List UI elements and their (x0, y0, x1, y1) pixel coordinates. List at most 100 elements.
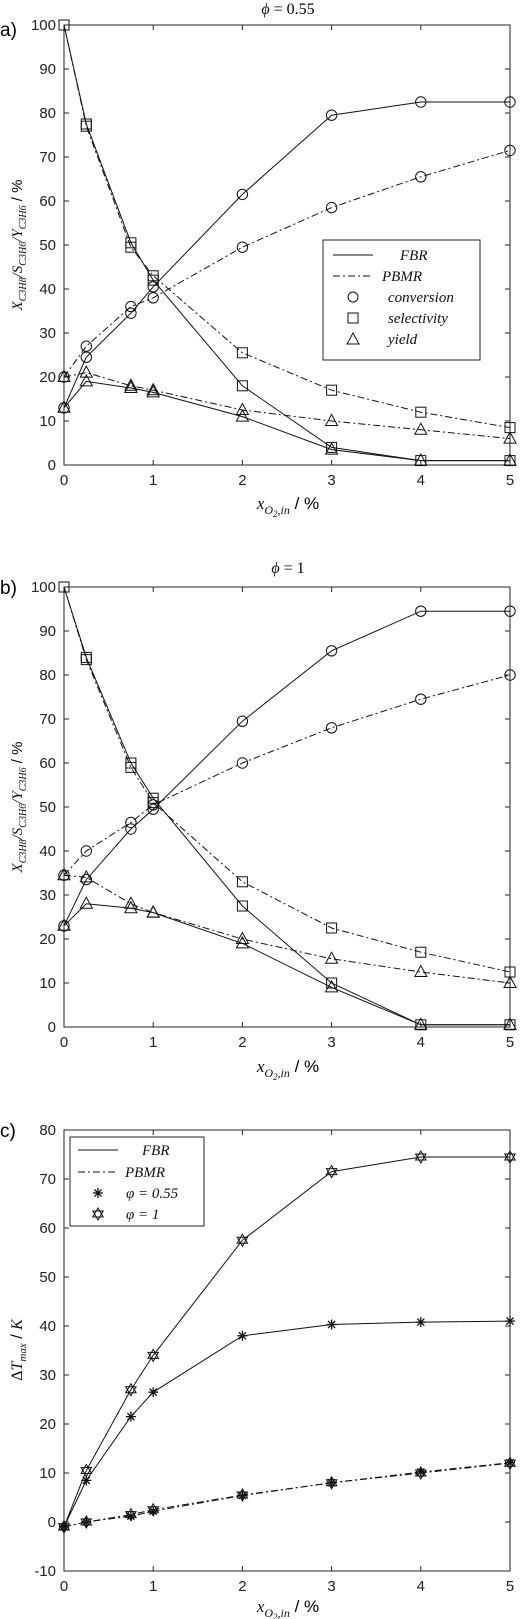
legend-square-marker (347, 312, 359, 324)
y-tick-label: -10 (34, 1563, 56, 1580)
panel-b: b) ϕ = 1 0 10 20 30 40 50 60 70 80 90 100 0 1 2 3 4 5 x… (0, 560, 517, 1082)
panel-b-series (57, 581, 517, 1031)
data-point-circle (325, 109, 338, 121)
data-point-square (236, 900, 248, 912)
data-point-triangle (79, 365, 94, 378)
series-line-pbmr-3 (63, 586, 511, 973)
data-point-triangle (324, 442, 339, 455)
data-point-triangle (146, 382, 161, 396)
data-point-triangle (235, 935, 250, 949)
panel-a-title: ϕ = 0.55 (261, 1, 314, 18)
legend-pbmr-label: PBMR (124, 1165, 165, 1181)
panel-c-legend: FBR PBMR φ = 0.55 φ = 1 (69, 1136, 205, 1227)
y-tick-label: 40 (39, 843, 56, 860)
data-point-square (80, 654, 92, 666)
legend-circle-marker (347, 291, 359, 303)
data-point-hexagram (124, 1507, 137, 1522)
data-point-triangle (324, 951, 339, 964)
y-tick-label: 50 (39, 237, 56, 254)
data-point-hexagram (147, 1348, 160, 1363)
x-tick-label: 1 (149, 1034, 157, 1051)
data-point-hexagram (80, 1515, 93, 1529)
data-point-circle (504, 669, 516, 681)
data-point-triangle (413, 453, 428, 466)
data-point-circle (80, 351, 93, 363)
data-point-circle (147, 799, 159, 811)
series-line-fbr-4 (63, 380, 510, 462)
y-tick-label: 80 (39, 1122, 56, 1139)
data-point-triangle (503, 453, 517, 466)
data-point-square (125, 761, 137, 773)
data-point-triangle (124, 380, 138, 393)
y-tick-label: 10 (39, 975, 56, 992)
data-point-circle (236, 241, 249, 253)
panel-b-title: ϕ = 1 (271, 560, 304, 577)
y-tick-label: 20 (39, 1416, 56, 1433)
y-tick-label: 40 (39, 281, 56, 298)
panel-a-label: a) (0, 20, 17, 41)
y-tick-label: 50 (39, 1269, 56, 1286)
x-tick-label: 3 (327, 472, 335, 489)
data-point-circle (80, 340, 93, 352)
y-tick-label: 100 (31, 17, 56, 34)
data-point-asterisk (326, 1319, 337, 1330)
data-point-triangle (235, 409, 250, 422)
legend-asterisk-marker (93, 1188, 103, 1198)
panel-b-label: b) (0, 578, 17, 599)
asterisk-icon (93, 1188, 103, 1198)
panel-c-plot-area (63, 1129, 511, 1572)
data-point-circle (236, 188, 249, 201)
y-tick-label: 90 (39, 61, 56, 78)
data-point-asterisk (237, 1330, 248, 1341)
legend-selectivity-label: selectivity (388, 311, 448, 327)
data-point-circle (236, 715, 249, 727)
data-point-circle (504, 144, 516, 157)
y-tick-label: 30 (39, 325, 56, 342)
data-point-square (326, 977, 338, 989)
y-tick-label: 80 (39, 105, 56, 122)
data-point-hexagram (503, 1456, 517, 1471)
data-point-asterisk (148, 1387, 159, 1398)
legend-phi-1-label: φ = 1 (126, 1207, 159, 1223)
legend-phi-055-label: φ = 0.55 (126, 1186, 179, 1202)
x-tick-label: 0 (60, 1578, 68, 1595)
panel-a-y-axis-label: XC3H8/SC3H6/YC3H6 / % (9, 180, 29, 312)
x-tick-label: 5 (506, 1578, 514, 1595)
data-point-triangle (79, 373, 94, 387)
data-point-square (125, 241, 137, 253)
panel-c-y-axis-label: ΔTmax / K (9, 1318, 29, 1381)
data-point-circle (147, 281, 159, 293)
data-point-hexagram (325, 1475, 338, 1490)
panel-b-plot-area (63, 586, 511, 1028)
data-point-square (415, 946, 427, 958)
x-tick-label: 2 (238, 1578, 246, 1595)
data-point-triangle (79, 896, 94, 909)
panel-b-y-axis-label: XC3H8/SC3H6/YC3H6 / % (9, 742, 29, 874)
series-line-pbmr-1 (63, 674, 511, 876)
y-tick-label: 100 (31, 579, 56, 596)
data-point-triangle (503, 431, 517, 444)
data-point-hexagram (80, 1463, 93, 1478)
data-point-hexagram (147, 1502, 160, 1517)
data-point-circle (58, 371, 70, 383)
data-point-circle (58, 920, 70, 932)
data-point-triangle (413, 964, 428, 977)
legend-hexagram-marker (91, 1207, 105, 1221)
x-tick-label: 2 (238, 1034, 246, 1051)
series-line-fbr-1 (63, 1156, 510, 1528)
series-line-fbr-2 (63, 586, 510, 1026)
data-point-circle (504, 605, 516, 617)
data-point-circle (125, 816, 137, 829)
panel-a-series (57, 19, 517, 467)
y-tick-label: 60 (39, 755, 56, 772)
data-point-triangle (57, 867, 71, 881)
y-tick-label: 0 (48, 1514, 56, 1531)
series-line-pbmr-3 (63, 1462, 511, 1528)
data-point-triangle (79, 869, 94, 883)
panel-c-x-ticks: 0 1 2 3 4 5 (60, 1130, 514, 1595)
data-point-triangle (413, 1017, 428, 1030)
data-point-triangle (124, 896, 138, 909)
legend-triangle-marker (346, 331, 360, 345)
data-point-hexagram (503, 1149, 517, 1164)
hexagram-icon (91, 1207, 105, 1221)
